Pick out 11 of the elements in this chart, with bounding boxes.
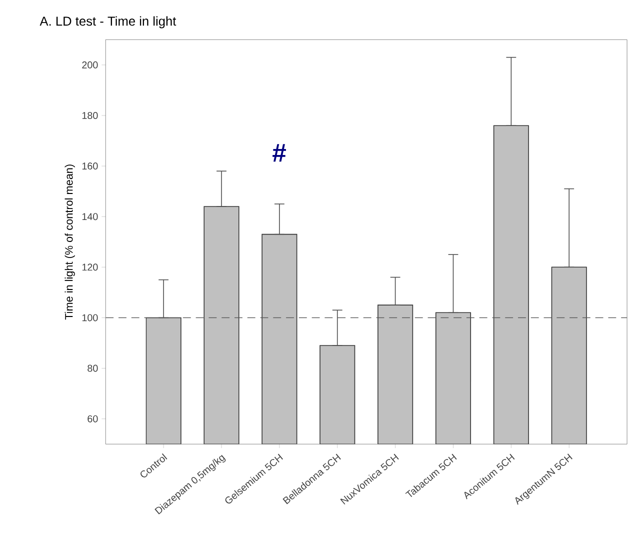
y-tick-label: 180 xyxy=(82,112,98,119)
annotation: # xyxy=(272,144,286,162)
y-axis-title: Time in light (% of control mean) xyxy=(64,164,75,320)
chart-title: A. LD test - Time in light xyxy=(40,16,176,28)
y-tick-label: 60 xyxy=(88,415,98,422)
y-tick-label: 200 xyxy=(82,61,98,68)
y-tick-label: 160 xyxy=(82,162,98,170)
y-tick-label: 100 xyxy=(82,314,98,322)
y-tick-label: 80 xyxy=(88,364,98,372)
y-tick-label: 140 xyxy=(82,213,98,220)
y-tick-label: 120 xyxy=(82,264,98,271)
